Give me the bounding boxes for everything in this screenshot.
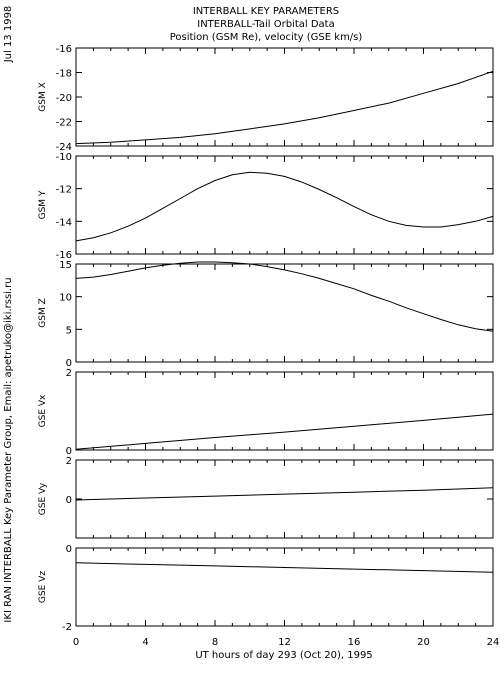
- y-axis-label: GSM X: [38, 82, 48, 111]
- x-tick-label: 16: [348, 637, 361, 648]
- panel-frame: [75, 155, 494, 255]
- x-tick-label: 20: [417, 637, 430, 648]
- x-tick-label: 24: [487, 637, 500, 648]
- panel-frame: [75, 459, 494, 539]
- y-axis-label: GSE Vx: [38, 394, 48, 427]
- panel-frame: [75, 371, 494, 451]
- chart-title-line-2: INTERBALL-Tail Orbital Data: [197, 19, 334, 30]
- x-tick-label: 12: [278, 637, 291, 648]
- series-line: [75, 562, 494, 573]
- y-tick-label: -16: [56, 44, 72, 55]
- series-line: [75, 70, 494, 145]
- x-tick-label: 8: [212, 637, 218, 648]
- y-tick-label: 2: [66, 456, 72, 467]
- y-tick-label: 15: [59, 260, 72, 271]
- x-axis-title: UT hours of day 293 (Oct 20), 1995: [195, 650, 372, 661]
- y-tick-label: 0: [66, 358, 72, 369]
- y-tick-label: 5: [66, 325, 72, 336]
- series-line: [75, 413, 494, 450]
- series-line: [75, 171, 494, 242]
- x-tick-label: 0: [73, 637, 79, 648]
- series-line: [75, 487, 494, 501]
- series-line: [75, 261, 494, 332]
- y-axis-label: GSE Vy: [38, 482, 48, 515]
- y-tick-label: 2: [66, 368, 72, 379]
- credit-label: IKI RAN INTERBALL Key Parameter Group, E…: [3, 277, 14, 622]
- panel-frame: [75, 47, 494, 147]
- y-tick-label: -12: [56, 185, 72, 196]
- y-axis-label: GSE Vz: [38, 571, 48, 603]
- y-tick-label: -16: [56, 250, 72, 261]
- chart-title-line-3: Position (GSM Re), velocity (GSE km/s): [170, 32, 363, 43]
- y-axis-label: GSM Z: [38, 298, 48, 327]
- y-tick-label: 10: [59, 293, 72, 304]
- y-tick-label: 0: [66, 544, 72, 555]
- y-tick-label: -22: [56, 118, 72, 129]
- x-tick-label: 4: [142, 637, 148, 648]
- y-tick-label: -2: [62, 622, 72, 633]
- panel-frame: [75, 263, 494, 363]
- y-tick-label: -10: [56, 152, 72, 163]
- chart-title-line-1: INTERBALL KEY PARAMETERS: [193, 6, 339, 17]
- y-tick-label: -24: [56, 142, 72, 153]
- date-label: Jul 13 1998: [3, 6, 14, 64]
- y-tick-label: -20: [56, 93, 72, 104]
- y-tick-label: -14: [56, 217, 72, 228]
- y-tick-label: 0: [66, 446, 72, 457]
- panel-frame: [75, 547, 494, 627]
- y-tick-label: -18: [56, 69, 72, 80]
- y-axis-label: GSM Y: [38, 190, 48, 219]
- y-tick-label: 0: [66, 495, 72, 506]
